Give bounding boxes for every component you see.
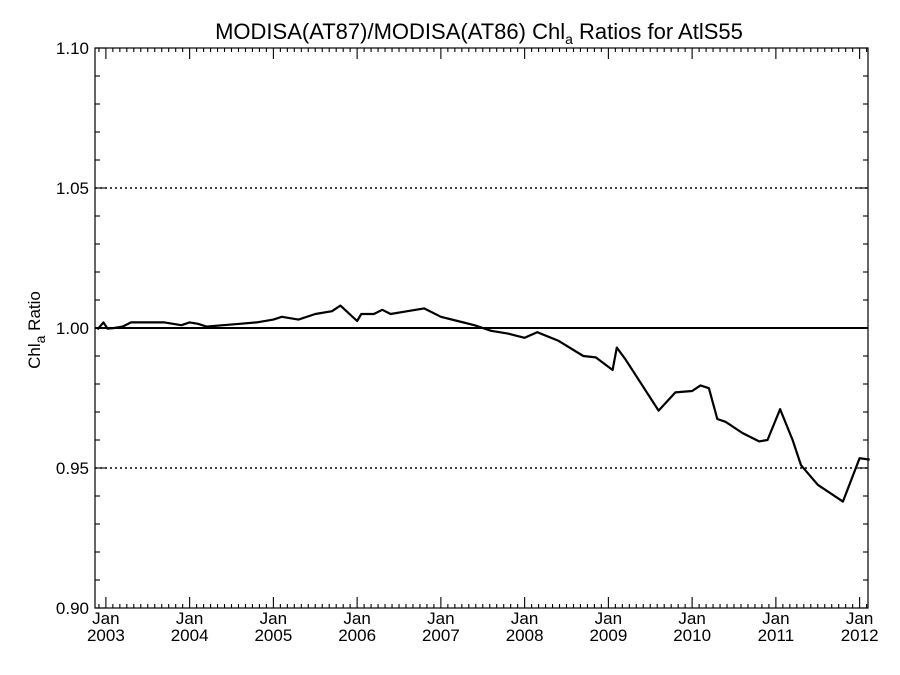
- x-tick-month-label: Jan: [92, 609, 119, 628]
- x-tick-month-label: Jan: [846, 609, 873, 628]
- title-prefix: MODISA(AT87)/MODISA(AT86) Chl: [215, 19, 565, 44]
- x-tick-month-label: Jan: [176, 609, 203, 628]
- series-line: [96, 304, 870, 503]
- x-tick-year-label: 2010: [673, 626, 711, 645]
- y-tick-label: 1.00: [56, 319, 89, 338]
- x-tick-month-label: Jan: [678, 609, 705, 628]
- x-axis-ticks: Jan2003Jan2004Jan2005Jan2006Jan2007Jan20…: [87, 48, 879, 645]
- x-tick-month-label: Jan: [427, 609, 454, 628]
- x-tick-month-label: Jan: [343, 609, 370, 628]
- x-tick-year-label: 2008: [506, 626, 544, 645]
- y-tick-label: 1.05: [56, 179, 89, 198]
- x-tick-month-label: Jan: [595, 609, 622, 628]
- y-axis-label: Chla Ratio: [25, 291, 48, 369]
- x-tick-year-label: 2005: [254, 626, 292, 645]
- x-tick-year-label: 2007: [422, 626, 460, 645]
- x-tick-year-label: 2012: [841, 626, 879, 645]
- plot-frame: [94, 47, 869, 609]
- x-tick-year-label: 2011: [758, 626, 795, 645]
- y-tick-label: 1.10: [56, 39, 89, 58]
- x-tick-month-label: Jan: [511, 609, 538, 628]
- x-tick-month-label: Jan: [260, 609, 287, 628]
- x-tick-month-label: Jan: [762, 609, 789, 628]
- title-subscript: a: [565, 31, 573, 47]
- x-tick-year-label: 2006: [338, 626, 376, 645]
- x-tick-year-label: 2004: [171, 626, 209, 645]
- y-axis-ticks: 0.90 0.95 1.00 1.05 1.10: [56, 39, 868, 618]
- chart-title: MODISA(AT87)/MODISA(AT86) Chla Ratios fo…: [215, 19, 743, 47]
- y-tick-label: 0.90: [56, 599, 89, 618]
- y-tick-label: 0.95: [56, 459, 89, 478]
- title-suffix: Ratios for AtlS55: [573, 19, 743, 44]
- x-tick-year-label: 2003: [87, 626, 125, 645]
- x-tick-year-label: 2009: [589, 626, 627, 645]
